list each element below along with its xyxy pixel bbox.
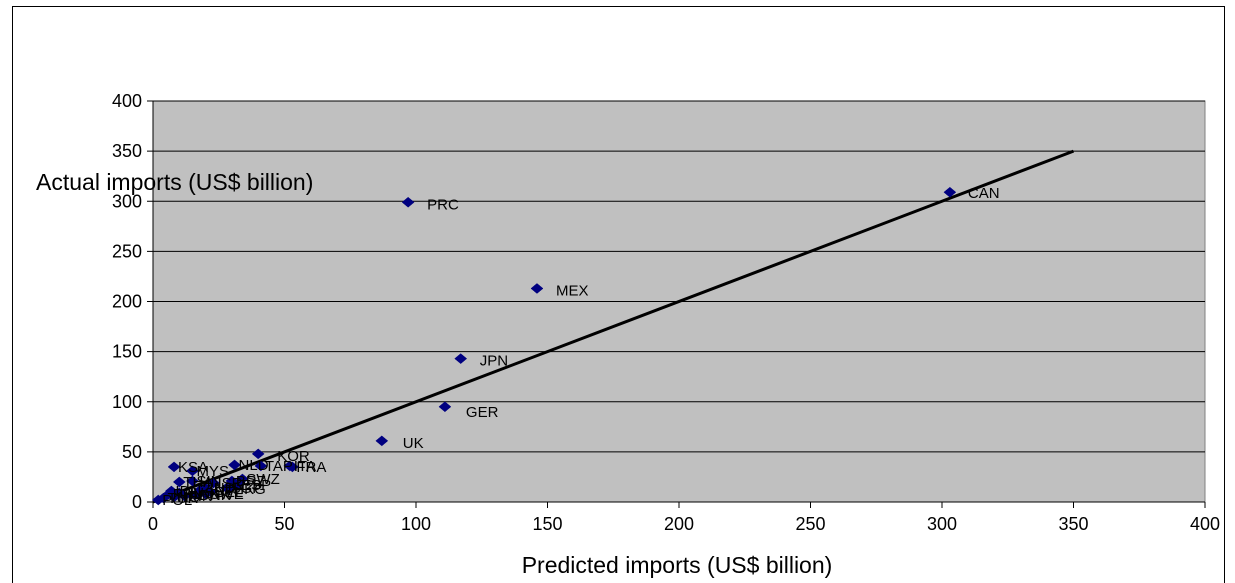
point-label-idn: IDN [175, 483, 201, 500]
point-label-esp: ESP [241, 477, 271, 494]
y-axis-title: Actual imports (US$ billion) [36, 169, 313, 195]
point-label-mex: MEX [556, 282, 589, 299]
point-label-tap: TAP [265, 458, 293, 475]
point-can [943, 186, 957, 198]
y-tick-label: 350 [112, 141, 142, 161]
x-tick-label: 250 [795, 514, 825, 534]
point-jpn [454, 353, 468, 364]
point-label-pol: POL [162, 492, 192, 509]
x-tick-label: 0 [148, 514, 158, 534]
x-tick-label: 300 [927, 514, 957, 534]
point-uk [375, 435, 389, 447]
point-dnk [188, 489, 202, 501]
point-hkg [222, 483, 236, 495]
y-tick-label: 300 [112, 191, 142, 211]
point-tap [254, 460, 268, 472]
point-label-jpn: JPN [480, 353, 508, 370]
point-label-ksa: KSA [178, 459, 208, 476]
x-axis-title: Predicted imports (US$ billion) [522, 552, 833, 578]
x-tick-label: 200 [664, 514, 694, 534]
trend-line [152, 149, 1075, 504]
point-prc [401, 196, 415, 208]
point-label-swe: SWE [210, 486, 244, 503]
y-axis-ticks: 0 50 100 150 200 250 300 350 400 [112, 91, 154, 512]
point-label-tur: TUR [168, 490, 199, 507]
point-label-brz: BRZ [236, 473, 266, 490]
point-sin [186, 475, 199, 487]
point-label-prc: PRC [427, 196, 459, 213]
point-label-sgp: SGP [231, 480, 263, 497]
point-label-aut: AUT [204, 482, 234, 499]
x-tick-label: 150 [532, 514, 562, 534]
data-points [151, 186, 957, 506]
point-kor [251, 448, 265, 460]
point-label-fin: FIN [189, 488, 213, 505]
point-mex [530, 283, 544, 294]
point-label-aus: AUS [183, 485, 214, 502]
point-label-phl: PHL [173, 486, 202, 503]
x-tick-label: 100 [401, 514, 431, 534]
point-label-hkg: HKG [233, 481, 266, 498]
point-label-ita: ITA [294, 458, 316, 475]
point-nld [228, 459, 241, 471]
point-label-ind: IND [210, 480, 236, 497]
x-tick-label: 400 [1190, 514, 1220, 534]
point-label-uk: UK [403, 435, 424, 452]
point-ger [438, 401, 452, 413]
point-label-sin: SIN [196, 473, 221, 490]
point-label-swz: SWZ [246, 471, 279, 488]
point-ksa [167, 461, 181, 473]
point-label-tha: THA [183, 474, 213, 491]
point-esp [230, 479, 244, 491]
y-tick-label: 100 [112, 392, 142, 412]
y-tick-label: 400 [112, 91, 142, 111]
point-tha [172, 476, 186, 488]
y-tick-label: 0 [132, 492, 142, 512]
x-axis-ticks: 0 50 100 150 200 250 300 350 400 [148, 501, 1220, 534]
y-tick-label: 250 [112, 241, 142, 261]
point-label-isr: ISR [217, 475, 242, 492]
point-label-kor: KOR [277, 448, 310, 465]
y-tick-label: 50 [122, 442, 142, 462]
x-tick-label: 350 [1058, 514, 1088, 534]
y-tick-label: 150 [112, 342, 142, 362]
point-label-bel: BEL [215, 484, 243, 501]
point-fra [285, 461, 299, 473]
point-idn [165, 485, 178, 497]
point-swz [236, 473, 249, 485]
point-label-mys: MYS [196, 463, 229, 480]
point-label-nld: NLD [239, 457, 269, 474]
point-label-dnk: DNK [199, 487, 231, 504]
point-label-no: NO [178, 489, 201, 506]
y-tick-label: 200 [112, 292, 142, 312]
point-swe [199, 488, 212, 500]
point-label-ger: GER [466, 404, 499, 421]
point-label-can: CAN [968, 185, 1000, 202]
point-pol [151, 494, 165, 506]
x-tick-label: 50 [274, 514, 294, 534]
point-isr [207, 477, 220, 489]
point-label-fra: FRA [296, 459, 326, 476]
